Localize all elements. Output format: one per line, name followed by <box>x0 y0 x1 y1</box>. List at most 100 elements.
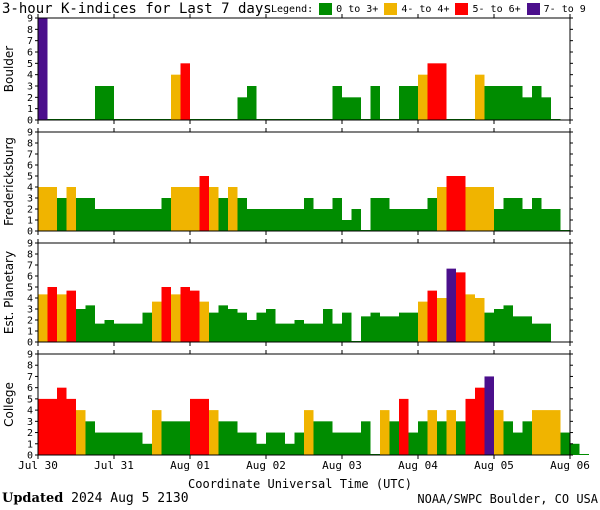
k-bar <box>95 323 105 342</box>
k-bar <box>522 316 532 342</box>
k-bar <box>247 209 257 231</box>
y-tick-label: 9 <box>27 14 33 25</box>
k-bar <box>228 309 238 342</box>
k-bar <box>275 209 285 231</box>
chart-title: 3-hour K-indices for Last 7 days <box>2 1 272 17</box>
k-bar <box>446 176 456 231</box>
k-bar <box>437 298 447 342</box>
k-bar <box>190 398 200 455</box>
k-bar <box>532 323 542 342</box>
y-tick-label: 8 <box>27 25 33 36</box>
k-bar <box>551 209 561 231</box>
panel-label: Fredericksburg <box>2 137 16 226</box>
k-bar <box>209 187 219 231</box>
panel-label: Boulder <box>2 46 16 93</box>
y-tick-label: 6 <box>27 272 33 283</box>
y-tick-label: 6 <box>27 161 33 172</box>
k-bar <box>427 290 437 342</box>
legend-swatch-quiet <box>319 3 333 15</box>
k-bar <box>256 209 266 231</box>
y-tick-label: 0 <box>27 451 33 462</box>
k-bar <box>351 209 361 231</box>
source-credit: NOAA/SWPC Boulder, CO USA <box>417 492 598 506</box>
k-bar <box>38 18 48 120</box>
k-bar <box>190 187 200 231</box>
k-bar <box>427 198 437 231</box>
k-bar <box>95 432 105 455</box>
k-bar <box>408 209 418 231</box>
panel-label: College <box>2 382 16 427</box>
k-bar <box>465 294 475 342</box>
k-bar <box>209 312 219 342</box>
k-bar <box>266 209 276 231</box>
k-bar <box>104 432 114 455</box>
k-bar <box>475 298 485 342</box>
k-bar <box>76 410 86 455</box>
y-tick-label: 7 <box>27 36 33 47</box>
updated-timestamp: Updated 2024 Aug 5 2130 <box>2 491 189 506</box>
k-bar <box>332 432 342 455</box>
k-bar <box>180 421 190 455</box>
k-bar <box>237 97 247 120</box>
k-bar <box>256 443 266 455</box>
k-bar <box>266 309 276 342</box>
k-bar <box>570 443 580 455</box>
y-tick-label: 8 <box>27 139 33 150</box>
k-bar <box>541 97 551 120</box>
legend-item-active: 4- to 4+ <box>384 3 449 15</box>
k-bar <box>133 209 143 231</box>
y-tick-label: 6 <box>27 383 33 394</box>
k-bar <box>228 421 238 455</box>
k-bar <box>47 287 57 342</box>
k-bar <box>275 323 285 342</box>
legend-title: Legend: <box>271 3 314 15</box>
y-tick-label: 1 <box>27 216 33 227</box>
k-index-chart: 0123456789Boulder0123456789Fredericksbur… <box>2 14 590 473</box>
k-bar <box>256 312 266 342</box>
k-bar <box>133 323 143 342</box>
k-bar <box>465 187 475 231</box>
k-bar <box>218 198 228 231</box>
k-bar <box>370 312 380 342</box>
k-bar <box>237 312 247 342</box>
k-bar <box>38 187 48 231</box>
k-bar <box>313 209 323 231</box>
k-bar <box>57 294 67 342</box>
k-bar <box>38 294 48 342</box>
k-bar <box>95 86 105 120</box>
k-bar <box>418 209 428 231</box>
k-bar <box>399 209 409 231</box>
k-bar <box>427 63 437 120</box>
legend-swatch-active <box>384 3 398 15</box>
k-bar <box>389 316 399 342</box>
legend-label-quiet: 0 to 3+ <box>336 3 379 15</box>
k-bar <box>513 198 523 231</box>
k-bar <box>456 176 466 231</box>
k-bar <box>123 432 133 455</box>
k-bar <box>513 316 523 342</box>
k-bar <box>142 209 152 231</box>
k-bar <box>437 187 447 231</box>
y-tick-label: 2 <box>27 205 33 216</box>
k-bar <box>313 421 323 455</box>
panel-label: Est. Planetary <box>2 251 16 334</box>
k-bar <box>313 323 323 342</box>
k-bar <box>304 323 314 342</box>
k-bar <box>475 187 485 231</box>
y-tick-label: 7 <box>27 261 33 272</box>
panel-frame <box>37 17 571 121</box>
x-tick-label: Aug 05 <box>474 459 514 472</box>
k-bar <box>152 410 162 455</box>
k-bar <box>180 287 190 342</box>
k-bar <box>389 421 399 455</box>
y-tick-label: 7 <box>27 372 33 383</box>
legend-swatch-severe <box>526 3 540 15</box>
k-bar <box>418 74 428 120</box>
k-bar <box>551 410 561 455</box>
k-bar <box>532 410 542 455</box>
k-bar <box>104 86 114 120</box>
k-bar <box>66 290 76 342</box>
